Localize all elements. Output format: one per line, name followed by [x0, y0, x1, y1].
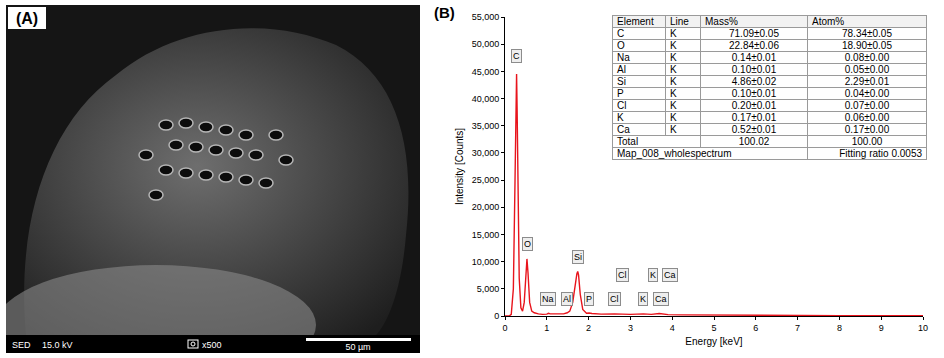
svg-text:C: C — [513, 51, 520, 61]
svg-text:SED: SED — [12, 340, 31, 350]
html-text:0.05±0.00: 0.05±0.00 — [844, 64, 890, 75]
svg-text:55,000: 55,000 — [472, 12, 500, 22]
svg-text:(A): (A) — [16, 10, 38, 27]
html-text:78.34±0.05: 78.34±0.05 — [842, 28, 892, 39]
svg-text:3: 3 — [628, 323, 633, 333]
svg-text:8: 8 — [837, 323, 842, 333]
svg-text:P: P — [586, 294, 592, 304]
html-text:K: K — [670, 40, 677, 51]
html-text:Na: Na — [617, 52, 630, 63]
html-text:0.17±0.00: 0.17±0.00 — [844, 124, 890, 135]
svg-text:1: 1 — [544, 323, 549, 333]
svg-text:9: 9 — [879, 323, 884, 333]
svg-text:0: 0 — [494, 311, 499, 321]
html-text:O: O — [617, 40, 625, 51]
html-text:Si: Si — [617, 76, 626, 87]
html-text:0.08±0.00: 0.08±0.00 — [844, 52, 890, 63]
svg-text:45,000: 45,000 — [472, 67, 500, 77]
svg-text:Cl: Cl — [610, 294, 619, 304]
html-text:P: P — [617, 88, 624, 99]
svg-text:Cl: Cl — [618, 270, 627, 280]
html-text:0.10±0.01: 0.10±0.01 — [731, 88, 777, 99]
svg-text:7: 7 — [795, 323, 800, 333]
html-text:Total: Total — [617, 136, 639, 147]
html-text:Element: Element — [617, 16, 654, 27]
svg-text:10: 10 — [918, 323, 928, 333]
svg-text:15,000: 15,000 — [472, 230, 500, 240]
svg-text:15.0 kV: 15.0 kV — [42, 340, 73, 350]
svg-text:6: 6 — [753, 323, 758, 333]
svg-text:5,000: 5,000 — [477, 284, 500, 294]
html-text:2.29±0.01: 2.29±0.01 — [844, 76, 890, 87]
html-text:Cl: Cl — [617, 100, 627, 111]
html-text:0.20±0.01: 0.20±0.01 — [731, 100, 777, 111]
svg-text:2: 2 — [586, 323, 591, 333]
html-text:K: K — [670, 52, 677, 63]
html-text:0.52±0.01: 0.52±0.01 — [731, 124, 777, 135]
svg-text:Si: Si — [574, 252, 582, 262]
html-text:Al: Al — [617, 64, 626, 75]
html-text:K: K — [670, 112, 677, 123]
svg-text:4: 4 — [670, 323, 675, 333]
html-text:22.84±0.06: 22.84±0.06 — [729, 40, 779, 51]
html-text:Ca: Ca — [617, 124, 630, 135]
html-text:100.00: 100.00 — [851, 136, 883, 147]
html-text:0.17±0.01: 0.17±0.01 — [731, 112, 777, 123]
html-text:Atom%: Atom% — [812, 16, 845, 27]
html-text:71.09±0.05: 71.09±0.05 — [729, 28, 779, 39]
html-text:100.02: 100.02 — [738, 136, 770, 147]
svg-text:Al: Al — [563, 294, 571, 304]
svg-text:20,000: 20,000 — [472, 202, 500, 212]
svg-text:Na: Na — [542, 294, 554, 304]
html-text:Fitting ratio 0.0053: Fitting ratio 0.0053 — [839, 148, 922, 159]
html-text:C: C — [617, 28, 625, 39]
html-text:K: K — [670, 64, 677, 75]
svg-text:30,000: 30,000 — [472, 148, 500, 158]
svg-text:Energy [keV]: Energy [keV] — [685, 336, 742, 347]
html-text:K: K — [670, 88, 677, 99]
html-text:Line: Line — [670, 16, 689, 27]
html-text:0.14±0.01: 0.14±0.01 — [731, 52, 777, 63]
html-text:Mass%: Mass% — [705, 16, 738, 27]
svg-text:40,000: 40,000 — [472, 94, 500, 104]
html-text:K: K — [670, 28, 677, 39]
svg-text:x500: x500 — [202, 340, 222, 350]
html-text:0.10±0.01: 0.10±0.01 — [731, 64, 777, 75]
html-text:0.04±0.00: 0.04±0.00 — [844, 88, 890, 99]
svg-text:Ca: Ca — [655, 294, 667, 304]
html-text:0.06±0.00: 0.06±0.00 — [844, 112, 890, 123]
svg-text:50,000: 50,000 — [472, 39, 500, 49]
svg-text:50 µm: 50 µm — [345, 342, 370, 352]
html-text:Map_008_wholespectrum: Map_008_wholespectrum — [617, 148, 732, 159]
svg-text:Intensity [Counts]: Intensity [Counts] — [454, 128, 465, 205]
svg-text:K: K — [650, 270, 656, 280]
html-text:K: K — [617, 112, 624, 123]
html-text:K: K — [670, 124, 677, 135]
svg-text:0: 0 — [502, 323, 507, 333]
svg-text:K: K — [640, 294, 646, 304]
html-text:K: K — [670, 76, 677, 87]
svg-text:5: 5 — [711, 323, 716, 333]
svg-text:O: O — [524, 239, 531, 249]
html-text:(B): (B) — [434, 4, 455, 21]
html-text:18.90±0.05: 18.90±0.05 — [842, 40, 892, 51]
svg-text:35,000: 35,000 — [472, 121, 500, 131]
svg-text:Ca: Ca — [664, 270, 676, 280]
svg-text:25,000: 25,000 — [472, 175, 500, 185]
svg-text:10,000: 10,000 — [472, 257, 500, 267]
html-text:K: K — [670, 100, 677, 111]
html-text:0.07±0.00: 0.07±0.00 — [844, 100, 890, 111]
html-text:4.86±0.02: 4.86±0.02 — [731, 76, 777, 87]
